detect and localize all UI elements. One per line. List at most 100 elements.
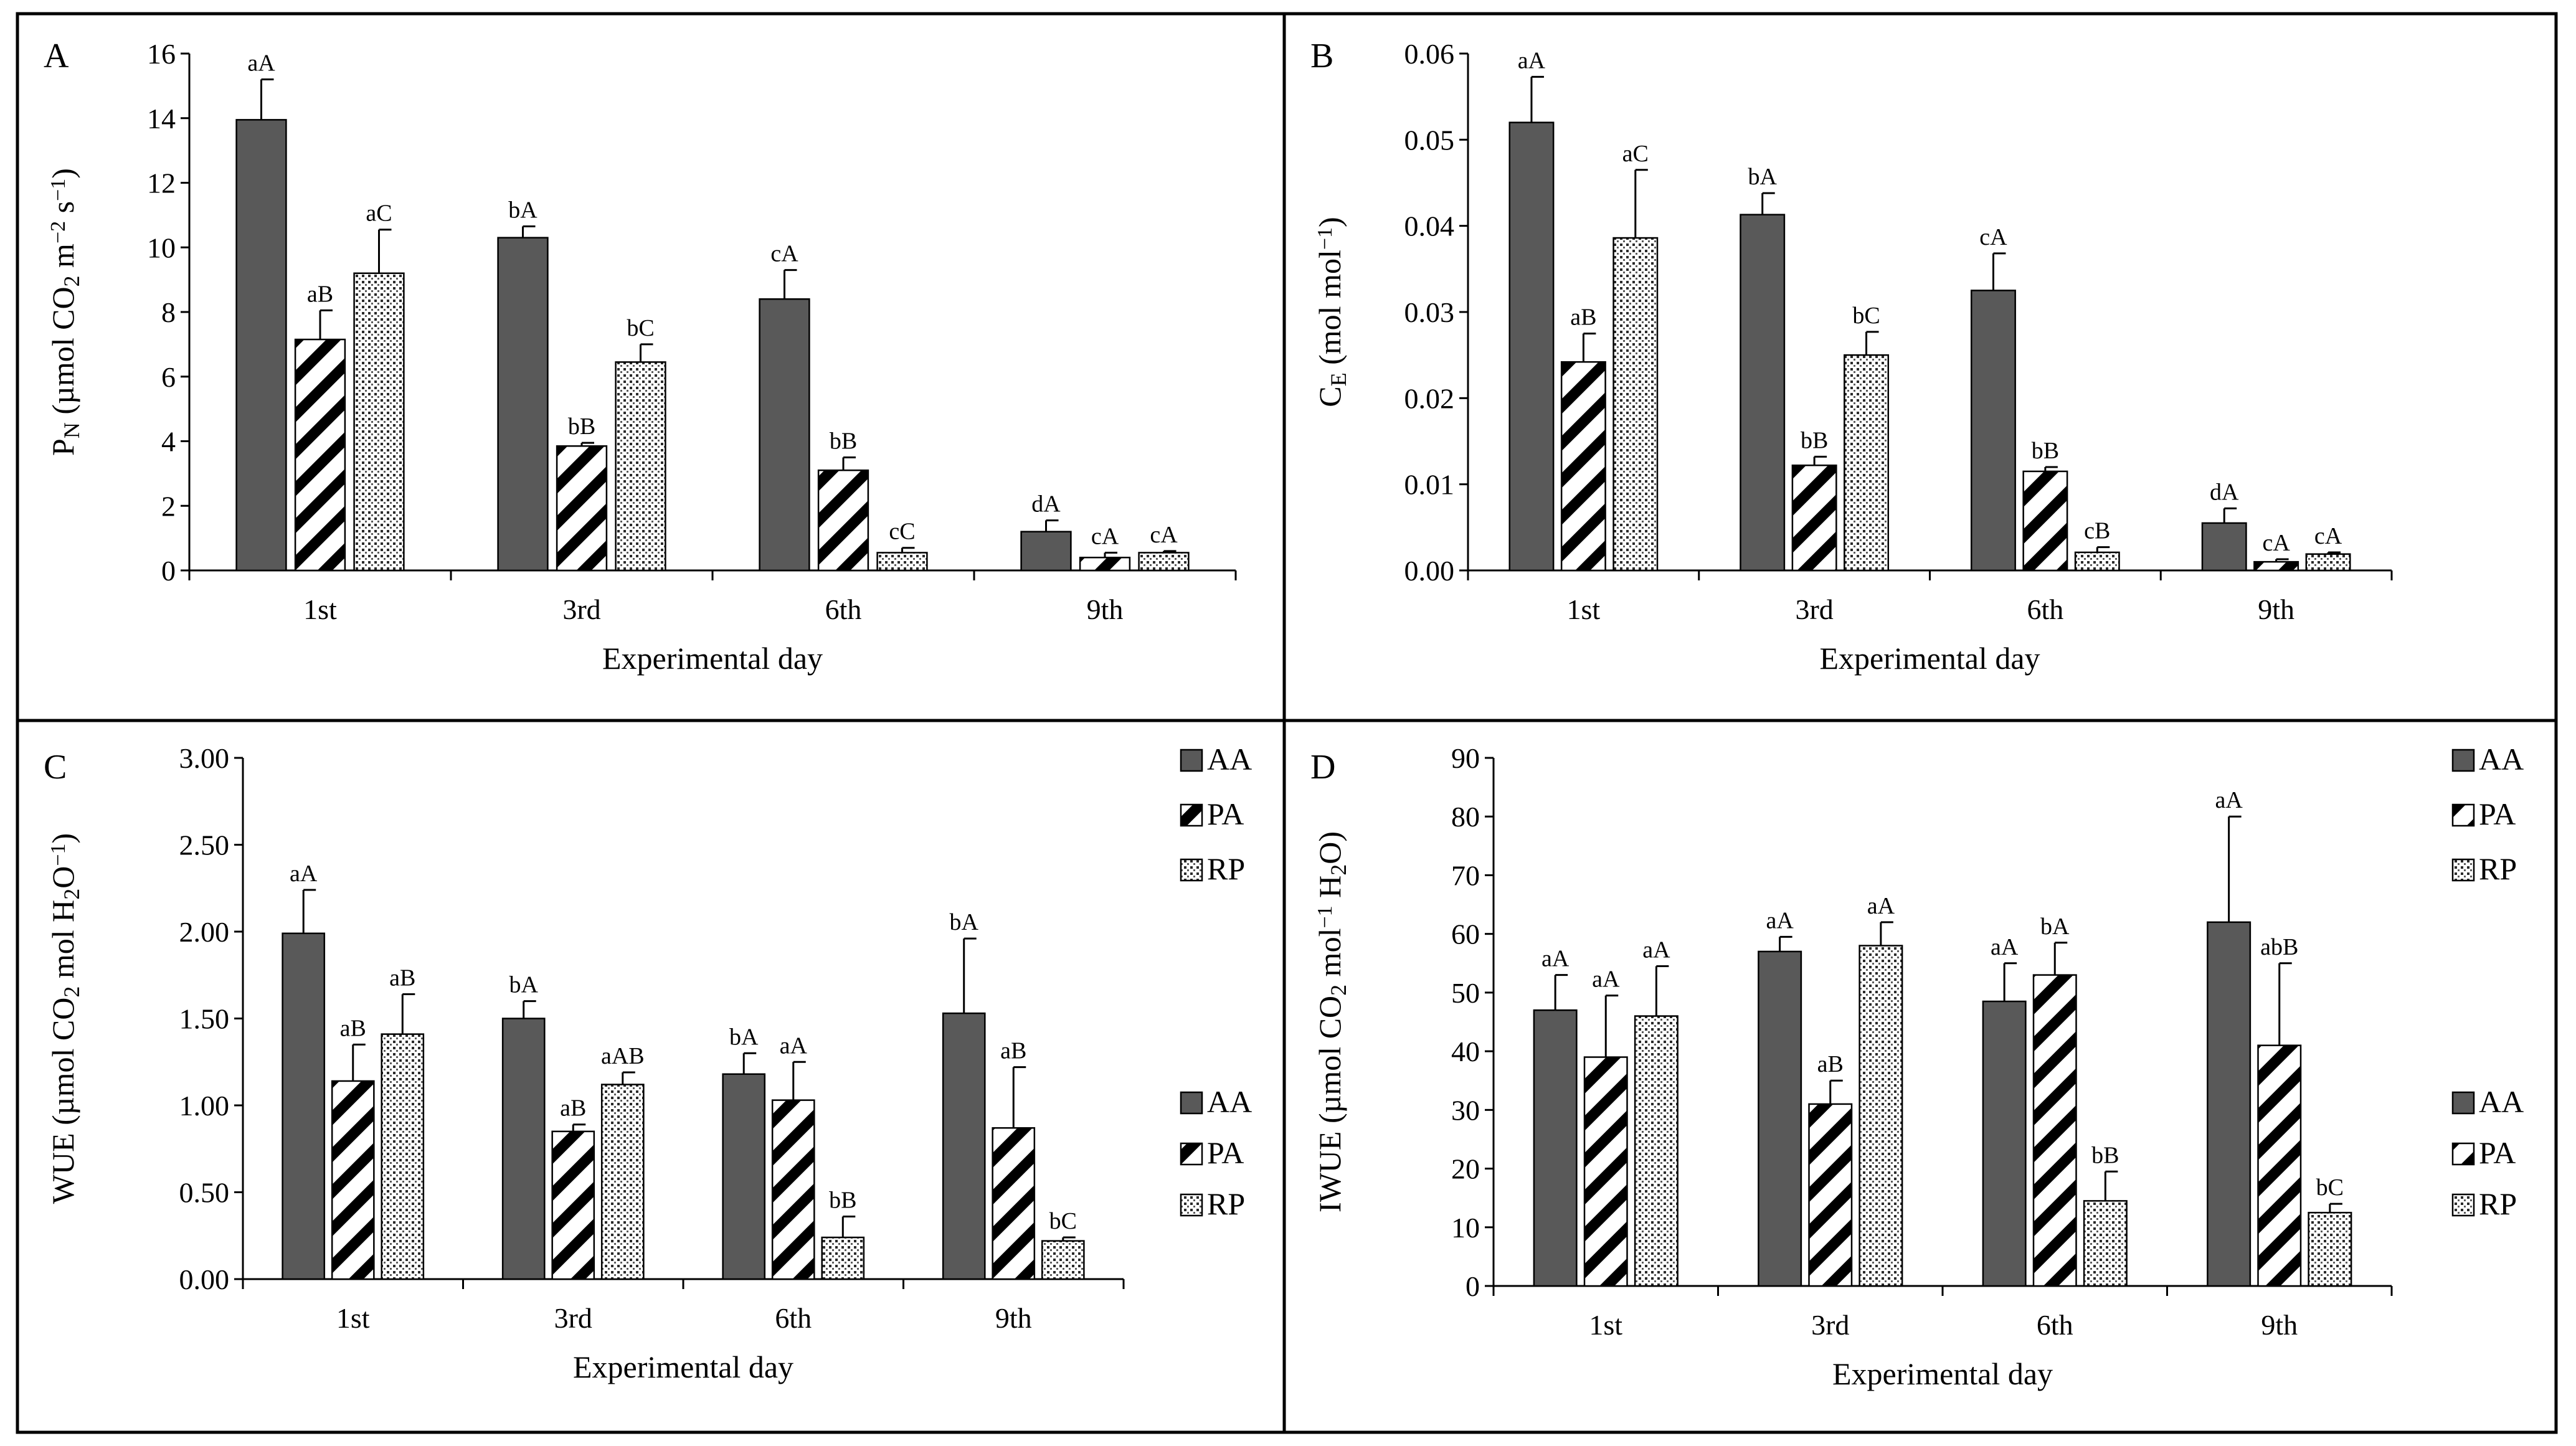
- y-axis-title: IWUE (µmol CO2 mol−1 H2O): [1312, 831, 1351, 1212]
- bar-pa: [331, 1080, 375, 1280]
- bar-aa: [282, 932, 326, 1280]
- legend-swatch-rp: [2451, 858, 2475, 882]
- x-tick-label: 1st: [1567, 593, 1601, 625]
- bar-aa: [1508, 121, 1555, 572]
- significance-label: aB: [1570, 305, 1596, 331]
- significance-label: aB: [340, 1015, 366, 1041]
- significance-label: bB: [568, 413, 595, 440]
- chart-panel-a: A 0 2 4 6 8 10 12 14 16 1st 3rd 6th 9th Experimental d…: [44, 37, 1252, 1221]
- y-tick-label: 6: [161, 361, 176, 393]
- x-tick-label: 9th: [2261, 1309, 2298, 1341]
- bar-rp: [353, 272, 405, 572]
- significance-label: cA: [1150, 522, 1178, 548]
- legend-label-rp: RP: [2479, 1186, 2517, 1221]
- x-tick-label: 1st: [336, 1302, 370, 1334]
- significance-label: bC: [1049, 1208, 1077, 1234]
- significance-label: bB: [2091, 1142, 2119, 1168]
- x-tick-label: 6th: [775, 1302, 812, 1334]
- significance-label: bB: [1801, 427, 1828, 453]
- legend-swatch-pa: [1180, 803, 1203, 827]
- legend-swatch-aa: [2451, 749, 2475, 772]
- bar-aa: [497, 237, 549, 572]
- x-tick-label: 3rd: [1795, 593, 1833, 625]
- y-tick-label: 0.02: [1404, 382, 1455, 414]
- legend-label-pa: PA: [1207, 1135, 1244, 1170]
- significance-label: bB: [829, 1188, 856, 1214]
- x-tick-label: 3rd: [1811, 1309, 1849, 1341]
- panel-letter: C: [44, 748, 67, 787]
- significance-label: aB: [560, 1095, 586, 1122]
- significance-label: cA: [1979, 224, 2007, 250]
- bar-pa: [294, 338, 346, 572]
- bar-rp: [2308, 1211, 2352, 1287]
- significance-label: aA: [780, 1033, 808, 1059]
- y-tick-label: 0.50: [179, 1177, 230, 1209]
- y-tick-label: 0.04: [1404, 210, 1455, 242]
- significance-label: aA: [1642, 937, 1670, 963]
- legend-label-rp: RP: [1207, 851, 1245, 886]
- legend-swatch-aa: [1180, 1091, 1203, 1115]
- bar-rp: [1634, 1015, 1679, 1287]
- legend-swatch-rp: [1180, 1193, 1203, 1217]
- y-tick-label: 30: [1451, 1094, 1480, 1126]
- significance-label: bA: [949, 909, 978, 935]
- x-tick-label: 3rd: [562, 593, 600, 625]
- bar-rp: [1041, 1240, 1085, 1280]
- y-tick-label: 3.00: [179, 742, 230, 774]
- significance-label: aA: [1867, 893, 1895, 919]
- y-tick-label: 4: [161, 426, 176, 458]
- significance-label: aA: [1518, 47, 1546, 73]
- legend-label-aa: AA: [2479, 1084, 2524, 1119]
- x-tick-label: 1st: [1589, 1309, 1622, 1341]
- y-tick-label: 80: [1451, 801, 1480, 833]
- legend-swatch-aa: [1180, 749, 1203, 772]
- bar-rp: [1859, 945, 1903, 1287]
- x-tick-label: 9th: [1087, 593, 1124, 625]
- significance-label: bC: [627, 315, 654, 341]
- bar-pa: [2032, 974, 2077, 1287]
- chart-panel-d: D 0 10 20 30 40 50 60 70 80 90 1st 3rd 6th 9th Experime…: [1310, 742, 2524, 1391]
- bar-pa: [2253, 560, 2299, 572]
- y-tick-label: 20: [1451, 1153, 1480, 1185]
- significance-label: bC: [1852, 303, 1880, 329]
- legend-label-pa: PA: [1207, 796, 1244, 831]
- legend-label-rp: RP: [2479, 851, 2517, 886]
- x-tick-label: 6th: [2037, 1309, 2073, 1341]
- significance-label: bA: [509, 972, 538, 998]
- bar-rp: [1844, 354, 1890, 572]
- y-tick-label: 2.50: [179, 829, 230, 861]
- bar-aa: [1533, 1009, 1578, 1287]
- significance-label: aA: [1541, 946, 1570, 972]
- bar-rp: [2074, 551, 2120, 572]
- bar-aa: [1982, 1000, 2027, 1287]
- y-tick-label: 2.00: [179, 916, 230, 948]
- significance-label: aA: [290, 861, 318, 887]
- figure-border: [16, 12, 2558, 1434]
- bar-rp: [821, 1236, 865, 1280]
- bar-rp: [615, 361, 666, 572]
- bar-rp: [600, 1084, 645, 1280]
- significance-label: bA: [508, 197, 537, 224]
- bar-pa: [992, 1127, 1036, 1280]
- legend: AA PA RP: [2451, 1084, 2524, 1221]
- y-tick-label: 1.00: [179, 1090, 230, 1122]
- y-tick-label: 0: [1466, 1270, 1480, 1302]
- legend-label-rp: RP: [1207, 1186, 1245, 1221]
- y-tick-label: 0.05: [1404, 124, 1455, 156]
- x-tick-label: 6th: [825, 593, 862, 625]
- y-tick-label: 0.00: [179, 1264, 230, 1295]
- significance-label: bA: [1748, 164, 1777, 190]
- bar-pa: [771, 1099, 815, 1280]
- significance-label: aB: [389, 965, 415, 991]
- y-tick-label: 0.03: [1404, 296, 1455, 328]
- legend-label-aa: AA: [2479, 742, 2524, 777]
- panel-letter: D: [1310, 748, 1335, 787]
- y-tick-label: 0: [161, 555, 176, 587]
- significance-label: aB: [1817, 1051, 1844, 1077]
- y-tick-label: 14: [147, 103, 176, 135]
- y-axis-title: WUE (µmol CO2 mol H2O−1): [45, 833, 84, 1204]
- legend-swatch-pa: [2451, 803, 2475, 827]
- significance-label: cC: [889, 519, 915, 545]
- bar-rp: [1612, 237, 1659, 572]
